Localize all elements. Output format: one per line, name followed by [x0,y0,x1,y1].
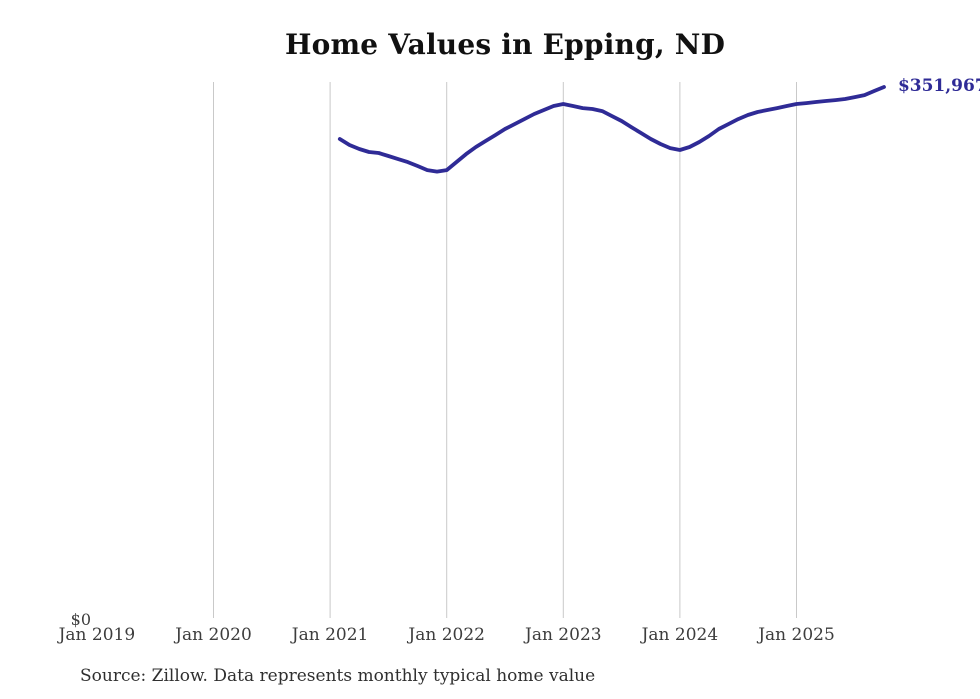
end-value-label: $351,967 [897,76,980,96]
source-note: Source: Zillow. Data represents monthly … [80,666,596,686]
home-value-line [337,85,886,174]
x-tick-label: Jan 2021 [291,625,369,645]
x-tick-label: Jan 2020 [175,625,252,645]
x-tick-label: Jan 2025 [758,625,835,645]
x-tick-label: Jan 2023 [525,625,602,645]
chart-title: Home Values in Epping, ND [284,28,726,61]
x-tick-label: Jan 2019 [58,625,136,645]
gridlines [213,82,797,618]
y-axis-zero-label: $0 [70,610,91,629]
x-tick-label: Jan 2022 [408,625,485,645]
x-tick-label: Jan 2024 [641,625,719,645]
